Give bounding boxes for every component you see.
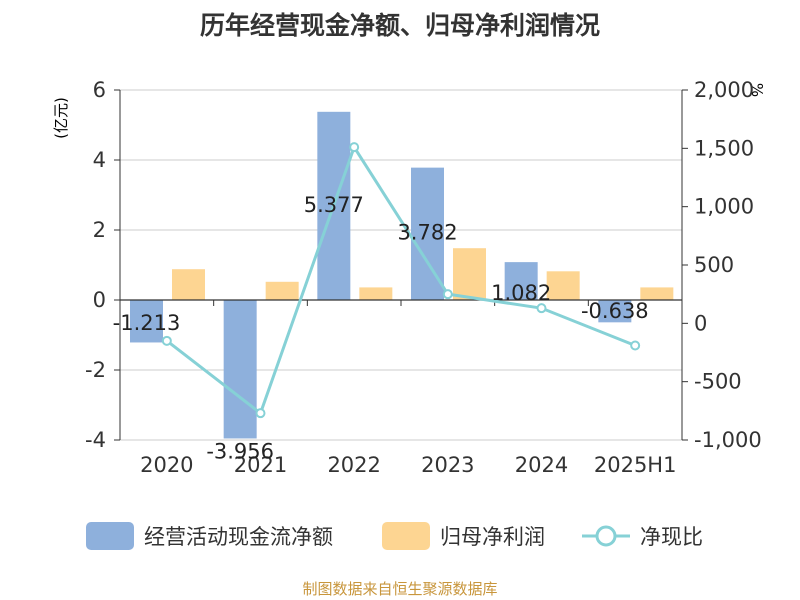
x-tick-label: 2021 — [234, 453, 287, 477]
legend-swatch-netprofit — [382, 522, 430, 550]
line-ratio — [165, 143, 636, 416]
bar-netprofit — [265, 281, 299, 300]
x-tick-label: 2025H1 — [594, 453, 677, 477]
legend-item-netprofit[interactable]: 归母净利润 — [382, 520, 545, 552]
legend: 经营活动现金流净额 归母净利润 净现比 — [0, 520, 800, 552]
bar-netprofit — [172, 269, 205, 300]
bar-data-label: 1.082 — [491, 281, 551, 305]
y-left-tick-label: 2 — [93, 218, 106, 242]
y-right-tick-label: 500 — [694, 253, 734, 277]
x-tick-label: 2024 — [515, 453, 568, 477]
y-right-tick-label: -1,000 — [694, 428, 762, 452]
line-ratio-point — [442, 289, 453, 300]
legend-label-cashflow: 经营活动现金流净额 — [144, 525, 333, 549]
line-ratio-point — [255, 408, 266, 419]
legend-swatch-cashflow — [86, 522, 134, 550]
legend-label-netprofit: 归母净利润 — [440, 525, 545, 549]
bar-cashflow — [598, 300, 632, 323]
y-left-tick-label: 6 — [93, 78, 106, 102]
legend-line-icon — [582, 525, 630, 547]
legend-item-ratio[interactable]: 净现比 — [582, 520, 703, 552]
chart-title: 历年经营现金净额、归母净利润情况 — [199, 11, 600, 40]
y-left-tick-label: 4 — [93, 148, 106, 172]
bar-data-label: -3.956 — [206, 439, 274, 463]
bar-netprofit — [453, 248, 486, 300]
legend-label-ratio: 净现比 — [640, 525, 703, 549]
bar-data-label: 3.782 — [397, 221, 457, 245]
line-ratio-point — [161, 335, 172, 346]
x-tick-label: 2023 — [421, 453, 474, 477]
y-right-tick-label: -500 — [694, 370, 742, 394]
y-right-tick-label: 2,000 — [694, 78, 754, 102]
bar-cashflow — [223, 300, 257, 439]
y-left-tick-label: 0 — [93, 288, 106, 312]
bar-netprofit — [640, 287, 674, 300]
y-right-tick-label: 1,500 — [694, 136, 754, 160]
bar-cashflow — [504, 262, 538, 300]
line-ratio-point — [536, 303, 547, 314]
y-right-unit: % — [748, 83, 766, 97]
x-tick-label: 2020 — [140, 453, 193, 477]
y-right-tick-label: 1,000 — [694, 195, 754, 219]
y-left-tick-label: -4 — [85, 428, 106, 452]
bar-netprofit — [546, 271, 580, 300]
y-left-unit: (亿元) — [52, 97, 70, 139]
legend-item-cashflow[interactable]: 经营活动现金流净额 — [86, 520, 333, 552]
bar-netprofit — [359, 287, 393, 300]
x-tick-label: 2022 — [327, 453, 380, 477]
bar-data-label: 5.377 — [304, 193, 364, 217]
line-ratio-point — [630, 340, 641, 351]
bar-cashflow — [130, 300, 163, 343]
y-left-tick-label: -2 — [85, 358, 106, 382]
y-right-tick-label: 0 — [694, 311, 707, 335]
bar-data-label: -0.638 — [581, 299, 649, 323]
chart-plot: (亿元) % 6 4 2 0 -2 -4 2,000 1,500 1,000 500 0 -500 -1… — [52, 78, 766, 477]
line-ratio-point — [349, 142, 360, 153]
source-footer: 制图数据来自恒生聚源数据库 — [302, 580, 498, 598]
bar-data-label: -1.213 — [113, 311, 181, 335]
